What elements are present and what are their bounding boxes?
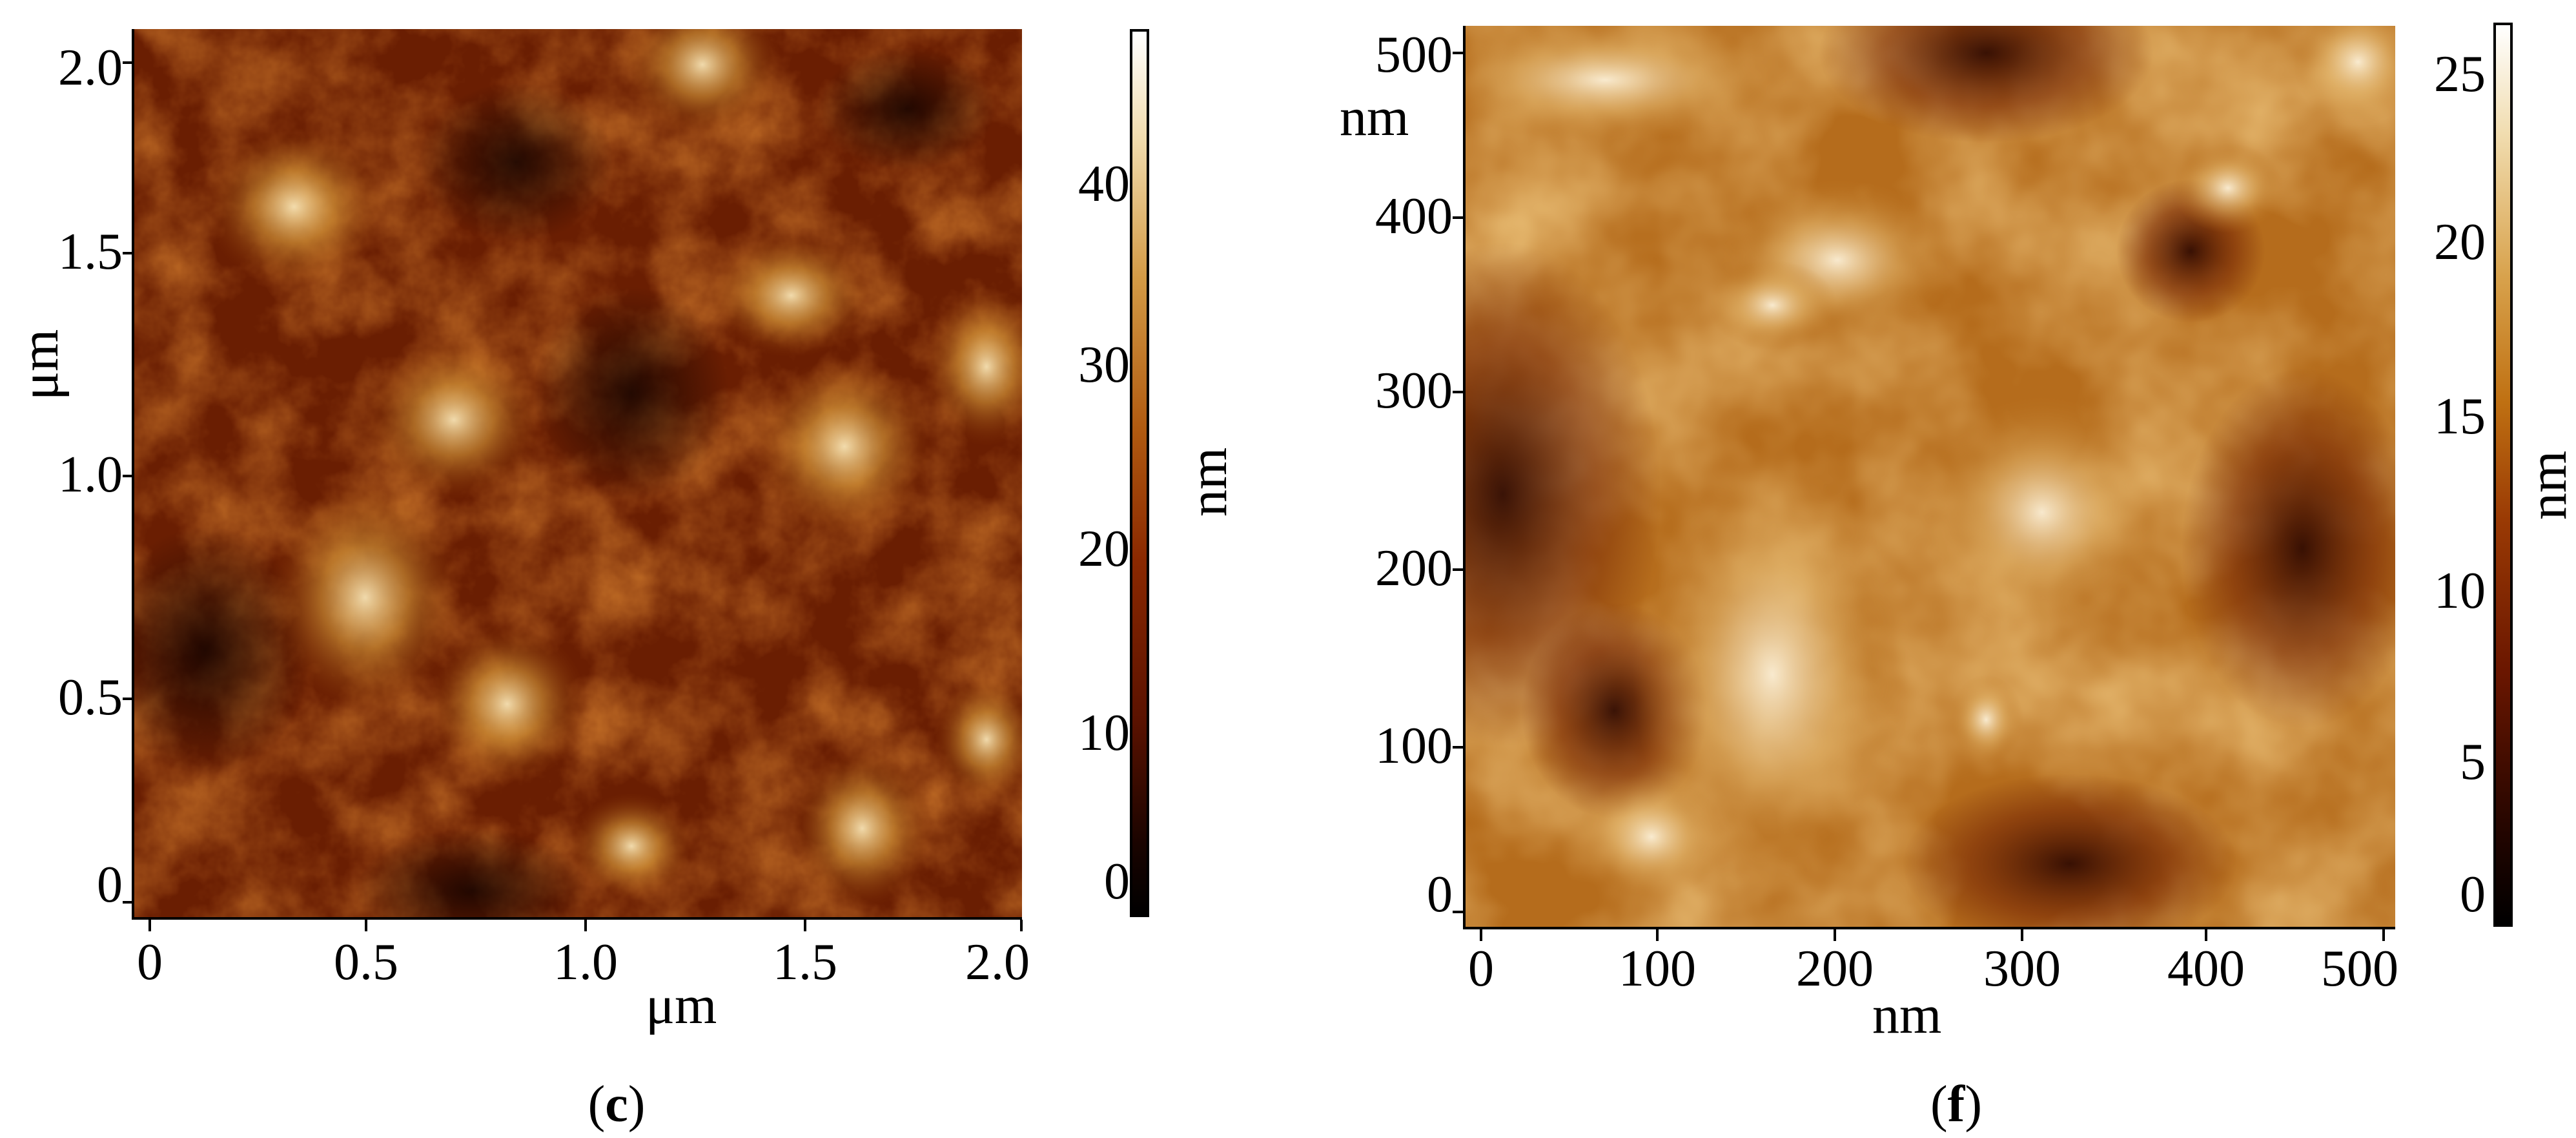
x-tick [1834,929,1836,941]
y-tick [1453,391,1463,393]
colorbar-tick-label: 30 [1078,336,1130,393]
colorbar-tick-label: 40 [1078,156,1130,212]
colorbar-tick-label: 15 [2434,388,2486,445]
x-tick [584,920,587,931]
colorbar-unit: nm [1178,447,1238,517]
x-axis-title: μm [646,975,717,1035]
y-axis-title: nm [1340,87,1409,147]
y-tick [1453,568,1463,571]
x-tick-label: 0.5 [334,934,398,991]
x-tick-label: 300 [1983,940,2061,997]
y-tick [123,901,134,904]
colorbar-tick-label: 0 [2460,866,2486,923]
x-tick-label: 1.0 [553,934,618,991]
x-tick [1020,920,1023,931]
y-tick-label: 1.5 [58,223,123,280]
y-tick-label: 500 [1375,26,1453,83]
x-tick-label: 500 [2321,940,2398,997]
x-tick [2205,929,2207,941]
x-tick [804,920,806,931]
y-tick [1453,52,1463,54]
colorbar-tick-label: 20 [2434,214,2486,271]
x-tick-label: 2.0 [965,934,1030,991]
colorbar-tick-label: 25 [2434,46,2486,103]
afm-height-map-c [134,29,1022,917]
colorbar-tick-label: 5 [2460,734,2486,791]
y-axis-line [1463,26,1466,927]
y-tick [1453,911,1463,913]
x-tick [2382,929,2385,941]
y-axis-line [132,29,134,917]
x-axis-title: nm [1872,985,1942,1045]
y-tick-label: 200 [1375,540,1453,597]
y-tick-label: 300 [1375,362,1453,419]
x-axis-line [132,917,1022,920]
y-tick-label: 2.0 [58,39,123,96]
x-tick-label: 400 [2167,940,2245,997]
y-tick-label: 0 [97,856,123,913]
y-axis-title: μm [10,329,70,400]
colorbar-c [1130,29,1149,917]
x-tick-label: 0 [1468,940,1494,997]
panel-caption-f: (f) [1930,1076,1982,1133]
x-tick [1480,929,1482,941]
y-tick [1453,746,1463,749]
x-tick-label: 100 [1619,940,1696,997]
y-tick [123,698,134,700]
x-tick [148,920,151,931]
colorbar-tick-label: 0 [1104,853,1130,910]
x-tick [1656,929,1659,941]
x-tick [2021,929,2023,941]
colorbar-unit: nm [2518,450,2576,520]
y-tick [1453,216,1463,219]
colorbar-tick-label: 10 [1078,705,1130,761]
y-tick [123,475,134,477]
y-tick-label: 1.0 [58,446,123,503]
colorbar-tick-label: 10 [2434,563,2486,619]
x-tick-label: 1.5 [773,934,837,991]
panel-caption-c: (c) [588,1076,646,1133]
y-tick-label: 100 [1375,718,1453,774]
afm-height-map-f [1466,26,2395,927]
x-tick-label: 200 [1796,940,1874,997]
y-tick-label: 0.5 [58,669,123,726]
y-tick [123,61,134,64]
y-tick-label: 400 [1375,188,1453,245]
y-tick [123,252,134,254]
colorbar-tick-label: 20 [1078,521,1130,577]
x-tick-label: 0 [137,934,163,991]
colorbar-f [2493,23,2513,927]
x-axis-line [1463,927,2395,929]
y-tick-label: 0 [1427,866,1453,923]
x-tick [365,920,367,931]
